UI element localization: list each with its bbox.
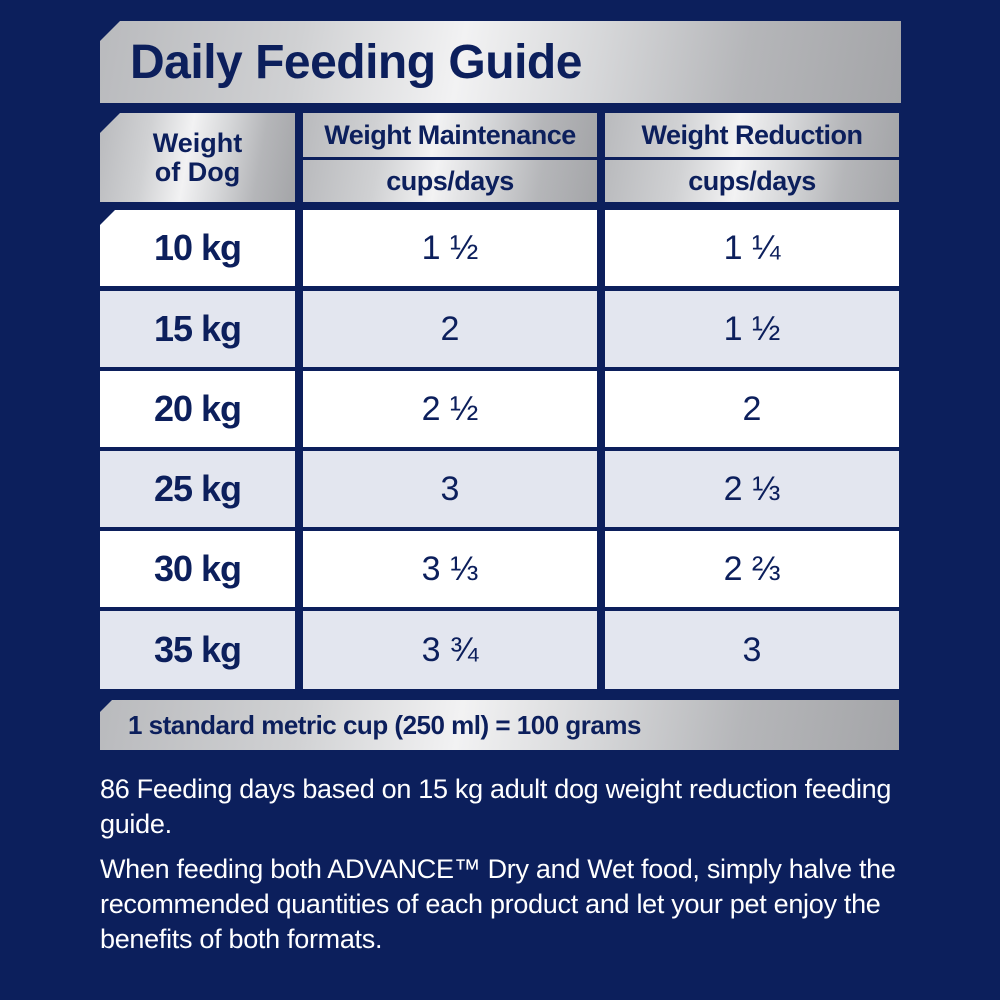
maintenance-cell: 3 ⅓ (303, 531, 597, 607)
maintenance-cell: 3 (303, 451, 597, 527)
header-weight-of-dog: Weight of Dog (100, 113, 295, 202)
table-row: 25 kg 3 2 ⅓ (100, 451, 899, 527)
table-row: 10 kg 1 ½ 1 ¼ (100, 210, 899, 286)
reduction-cell: 2 ⅔ (605, 531, 899, 607)
cup-conversion-banner: 1 standard metric cup (250 ml) = 100 gra… (100, 700, 899, 750)
reduction-cell: 1 ¼ (605, 210, 899, 286)
cup-conversion-text: 1 standard metric cup (250 ml) = 100 gra… (128, 709, 641, 740)
reduction-cell: 3 (605, 611, 899, 689)
header-weight-reduction: Weight Reduction (605, 113, 899, 157)
header-weight-of-dog-line2: of Dog (154, 156, 241, 187)
header-reduction-unit: cups/days (605, 160, 899, 202)
weight-cell: 30 kg (100, 531, 295, 607)
weight-cell: 15 kg (100, 291, 295, 367)
weight-cell: 10 kg (100, 210, 295, 286)
reduction-cell: 2 ⅓ (605, 451, 899, 527)
table-row: 20 kg 2 ½ 2 (100, 371, 899, 447)
note-feeding-days: 86 Feeding days based on 15 kg adult dog… (100, 774, 892, 839)
header-weight-of-dog-line1: Weight (152, 127, 243, 158)
title-banner: Daily Feeding Guide (100, 21, 901, 103)
maintenance-cell: 2 ½ (303, 371, 597, 447)
weight-cell: 20 kg (100, 371, 295, 447)
note-dry-wet-feeding: When feeding both ADVANCE™ Dry and Wet f… (100, 854, 896, 954)
page-title: Daily Feeding Guide (130, 35, 582, 89)
reduction-cell: 2 (605, 371, 899, 447)
header-maintenance-unit: cups/days (303, 160, 597, 202)
reduction-cell: 1 ½ (605, 291, 899, 367)
maintenance-cell: 1 ½ (303, 210, 597, 286)
maintenance-cell: 2 (303, 291, 597, 367)
notes: 86 Feeding days based on 15 kg adult dog… (100, 772, 900, 967)
table-row: 15 kg 2 1 ½ (100, 291, 899, 367)
maintenance-cell: 3 ¾ (303, 611, 597, 689)
table-row: 35 kg 3 ¾ 3 (100, 611, 899, 689)
weight-cell: 35 kg (100, 611, 295, 689)
table-row: 30 kg 3 ⅓ 2 ⅔ (100, 531, 899, 607)
weight-cell: 25 kg (100, 451, 295, 527)
header-weight-maintenance: Weight Maintenance (303, 113, 597, 157)
